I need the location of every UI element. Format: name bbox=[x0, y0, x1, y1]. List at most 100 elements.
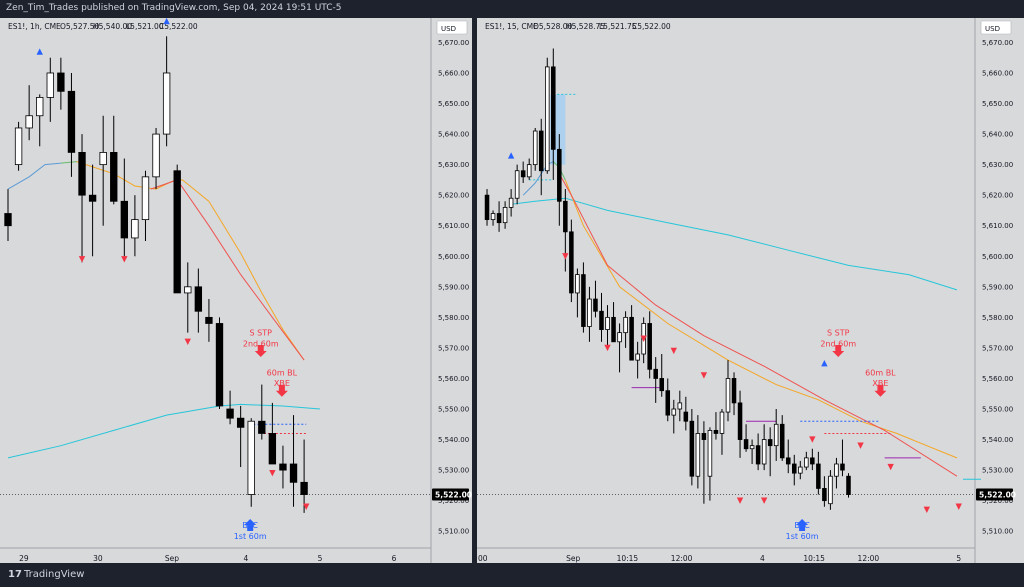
ohlc-o: O5,528.00 bbox=[533, 22, 573, 31]
price-tick: 5,650.00 bbox=[982, 100, 1013, 108]
signal-down-marker bbox=[78, 256, 86, 263]
candle-body bbox=[629, 316, 634, 361]
price-tick: 5,590.00 bbox=[438, 283, 469, 291]
candle-body bbox=[653, 368, 658, 379]
price-tick: 5,670.00 bbox=[438, 39, 469, 47]
candle-body bbox=[215, 323, 224, 407]
candle-body bbox=[779, 423, 785, 459]
chart-panel-15m[interactable]: ES1!, 15, CME O5,528.00 H5,528.75 L5,521.75… bbox=[477, 18, 1024, 563]
price-tick: 5,660.00 bbox=[982, 69, 1013, 77]
candle-body bbox=[46, 72, 54, 98]
candle-body bbox=[816, 463, 821, 489]
candle-body bbox=[623, 316, 628, 334]
candle-body bbox=[581, 274, 586, 327]
last-price-tag bbox=[432, 488, 469, 501]
signal-down-marker bbox=[604, 344, 611, 352]
candle-body bbox=[496, 213, 502, 224]
price-tick: 5,610.00 bbox=[438, 222, 469, 230]
annotation-label: XBE bbox=[274, 379, 290, 388]
footer-brand[interactable]: TradingView bbox=[24, 569, 85, 580]
price-tick: 5,630.00 bbox=[438, 161, 469, 169]
candle-body bbox=[798, 466, 803, 474]
signal-down-marker bbox=[269, 469, 276, 477]
price-tick: 5,620.00 bbox=[438, 192, 469, 200]
time-tick: 12:00 bbox=[671, 554, 693, 563]
tradingview-logo-icon[interactable]: 17 bbox=[8, 569, 22, 580]
candle-body bbox=[683, 411, 689, 422]
candle-body bbox=[593, 298, 598, 312]
chart-15m-svg[interactable]: ES1!, 15, CMEO5,528.00H5,528.75L5,521.75… bbox=[477, 18, 1024, 563]
time-tick: Sep bbox=[566, 554, 580, 563]
price-tick: 5,600.00 bbox=[438, 253, 469, 261]
time-tick: 10:15 bbox=[803, 554, 825, 563]
candle-body bbox=[545, 66, 550, 172]
last-price-label: 5,522.00 bbox=[435, 491, 472, 500]
chart-panel-1h[interactable]: ES1!, 1h, CME O5,527.50 H5,540.00 L5,521.00… bbox=[0, 17, 472, 563]
signal-arrow-down bbox=[254, 345, 267, 358]
price-tick: 5,560.00 bbox=[982, 375, 1013, 383]
candle-body bbox=[258, 420, 266, 434]
signal-down-marker bbox=[700, 372, 708, 379]
last-price-tag bbox=[976, 488, 1013, 501]
publisher-bar: Zen_Tim_Trades published on TradingView.… bbox=[0, 0, 1024, 18]
candle-body bbox=[514, 170, 520, 199]
candle-body bbox=[131, 219, 139, 239]
annotation-label: 1st 60m bbox=[234, 532, 267, 541]
price-tick: 5,630.00 bbox=[982, 161, 1013, 169]
chart-1h-svg[interactable]: ES1!, 1h, CME O5,527.50H5,540.00L5,521.00… bbox=[0, 17, 472, 563]
footer-bar: 17 TradingView bbox=[0, 563, 1024, 587]
signal-down-marker bbox=[857, 442, 864, 449]
price-tick: 5,580.00 bbox=[982, 314, 1013, 322]
candle-body bbox=[599, 310, 604, 330]
ohlc-l: L5,521.00 bbox=[126, 22, 164, 31]
time-tick: 5 bbox=[956, 554, 961, 563]
signal-up-marker bbox=[163, 17, 170, 25]
price-tick: 5,670.00 bbox=[982, 39, 1013, 47]
signal-down-marker bbox=[184, 338, 191, 346]
candle-body bbox=[713, 429, 719, 434]
candle-body bbox=[563, 200, 568, 233]
signal-up-marker bbox=[36, 48, 43, 55]
candle-body bbox=[605, 316, 610, 330]
time-tick: 4 bbox=[244, 554, 249, 563]
price-tick: 5,570.00 bbox=[438, 344, 469, 352]
panel-divider[interactable] bbox=[472, 18, 477, 563]
candle-body bbox=[647, 323, 652, 370]
candle-body bbox=[611, 316, 616, 343]
candle-body bbox=[755, 445, 761, 465]
candle-body bbox=[665, 390, 671, 416]
candle-body bbox=[701, 433, 707, 440]
candle-body bbox=[635, 353, 640, 361]
candle-body bbox=[761, 439, 767, 465]
candle-body bbox=[78, 152, 86, 196]
annotation-label: 60m BL bbox=[267, 368, 298, 377]
annotation-label: BTC bbox=[242, 521, 258, 530]
moving-average-line bbox=[564, 179, 958, 459]
signal-down-marker bbox=[640, 335, 647, 342]
price-tick: 5,620.00 bbox=[982, 192, 1013, 200]
candle-body bbox=[731, 378, 737, 404]
candle-body bbox=[689, 420, 695, 477]
candle-body bbox=[99, 152, 107, 166]
time-tick: Sep bbox=[165, 554, 179, 563]
currency-button bbox=[980, 20, 1012, 35]
ohlc-symbol: ES1!, 15, CME bbox=[485, 22, 538, 31]
candle-body bbox=[120, 200, 129, 239]
moving-average-line bbox=[60, 161, 77, 164]
candle-body bbox=[484, 194, 490, 221]
ohlc-symbol: ES1!, 1h, CME bbox=[8, 22, 61, 31]
ohlc-o: O5,527.50 bbox=[60, 22, 100, 31]
candle-body bbox=[767, 439, 773, 447]
annotation-label: S STP bbox=[827, 329, 850, 338]
candle-body bbox=[4, 213, 12, 227]
candle-body bbox=[840, 463, 845, 471]
candle-body bbox=[526, 164, 532, 178]
signal-up-marker bbox=[821, 359, 828, 367]
time-tick: 30 bbox=[93, 554, 103, 563]
candle-body bbox=[828, 475, 833, 505]
annotation-label: S STP bbox=[250, 329, 273, 338]
candle-body bbox=[194, 286, 203, 312]
price-tick: 5,600.00 bbox=[982, 253, 1013, 261]
price-tick: 5,610.00 bbox=[982, 222, 1013, 230]
candle-body bbox=[773, 423, 779, 447]
